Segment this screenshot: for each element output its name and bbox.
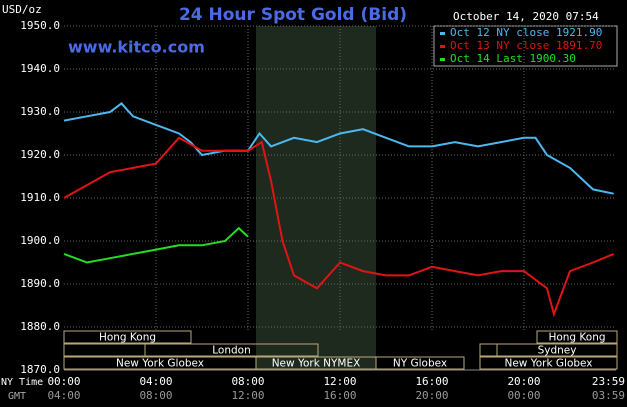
x2-tick-label: 20:00 [415, 389, 448, 402]
session-label: NY Globex [393, 358, 447, 370]
site-url: www.kitco.com [68, 38, 205, 57]
session-box [63, 330, 192, 344]
session-label: New York Globex [116, 358, 204, 370]
y-tick-label: 1940.0 [20, 62, 60, 75]
y-tick-label: 1930.0 [20, 105, 60, 118]
y-tick-label: 1910.0 [20, 191, 60, 204]
x2-tick-label: 08:00 [139, 389, 172, 402]
legend-label: Oct 14 Last 1900.30 [450, 52, 576, 65]
y-tick-label: 1890.0 [20, 277, 60, 290]
session-label: New York NYMEX [272, 358, 361, 370]
series-line [63, 136, 615, 318]
y-tick-label: 1900.0 [20, 234, 60, 247]
x-axis-label: NY Time [1, 377, 43, 388]
legend-label: Oct 12 NY close 1921.90 [450, 26, 602, 39]
x-tick-label: 00:00 [47, 375, 80, 388]
session-label: Hong Kong [99, 332, 156, 344]
session-box [536, 330, 618, 344]
session-box [496, 343, 618, 357]
session-label: Sydney [538, 345, 577, 357]
y-tick-label: 1880.0 [20, 320, 60, 333]
x-tick-label: 08:00 [231, 375, 264, 388]
x2-tick-label: 16:00 [323, 389, 356, 402]
x2-tick-label: 12:00 [231, 389, 264, 402]
y-axis-label: USD/oz [2, 3, 42, 16]
session-label: Hong Kong [548, 332, 605, 344]
legend-label: Oct 13 NY close 1891.70 [450, 39, 602, 52]
legend-swatch [440, 58, 445, 61]
series-line [63, 102, 614, 195]
session-box [63, 343, 146, 357]
session-box [479, 343, 498, 357]
x2-axis-label: GMT [8, 391, 26, 402]
session-box [479, 356, 618, 370]
y-tick-label: 1920.0 [20, 148, 60, 161]
x2-tick-label: 03:59 [592, 389, 625, 402]
x-tick-label: 04:00 [139, 375, 172, 388]
legend-swatch [440, 32, 445, 35]
y-tick-label: 1870.0 [20, 363, 60, 376]
timestamp: October 14, 2020 07:54 [453, 10, 599, 23]
x2-tick-label: 04:00 [47, 389, 80, 402]
session-box [144, 343, 319, 357]
y-tick-label: 1950.0 [20, 19, 60, 32]
x-tick-label: 12:00 [323, 375, 356, 388]
legend-box [433, 25, 618, 67]
legend-swatch [440, 45, 445, 48]
x-tick-label: 23:59 [592, 375, 625, 388]
x2-tick-label: 00:00 [507, 389, 540, 402]
series-line [63, 226, 249, 264]
x-tick-label: 16:00 [415, 375, 448, 388]
chart-title: 24 Hour Spot Gold (Bid) [179, 5, 407, 25]
session-label: London [212, 345, 251, 357]
session-box [375, 356, 465, 370]
x-tick-label: 20:00 [507, 375, 540, 388]
session-label: New York Globex [504, 358, 592, 370]
